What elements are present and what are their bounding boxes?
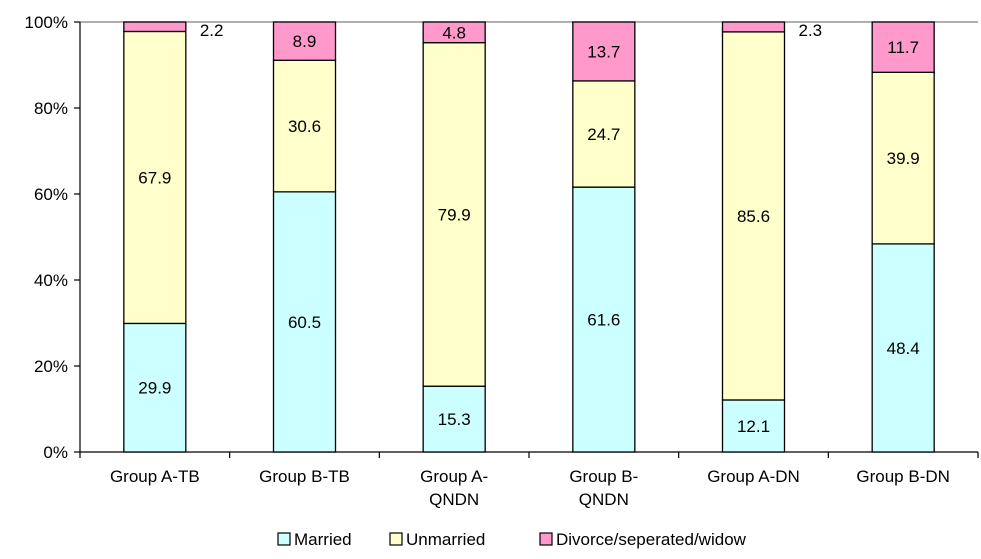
y-tick-label: 0% bbox=[43, 443, 68, 462]
bar-segment-divorce-seperated-widow bbox=[721, 21, 786, 33]
legend-swatch bbox=[539, 532, 553, 546]
x-category-label: Group A-QNDN bbox=[420, 467, 488, 509]
bar-segment-married bbox=[123, 322, 187, 453]
data-label: 15.3 bbox=[438, 410, 471, 429]
bar-segment-unmarried bbox=[123, 30, 187, 325]
data-label: 11.7 bbox=[887, 38, 919, 57]
bar-segment-married bbox=[721, 399, 786, 453]
data-label: 2.3 bbox=[799, 21, 823, 40]
y-tick-label: 100% bbox=[25, 13, 68, 32]
bar-segment-unmarried bbox=[422, 41, 486, 387]
bar-segment-married bbox=[272, 191, 337, 453]
bar-segment-married bbox=[871, 243, 935, 453]
data-label: 85.6 bbox=[737, 207, 770, 226]
data-label: 48.4 bbox=[887, 339, 920, 358]
data-label: 39.9 bbox=[887, 149, 920, 168]
data-label: 24.7 bbox=[587, 125, 620, 144]
y-tick-label: 60% bbox=[34, 185, 68, 204]
bar-segment-unmarried bbox=[721, 31, 786, 401]
legend-label: Divorce/seperated/widow bbox=[556, 530, 747, 549]
x-category-label: Group A-DN bbox=[707, 467, 800, 486]
bar-segment-married bbox=[572, 186, 636, 453]
bar-segment-divorce-seperated-widow bbox=[871, 21, 935, 73]
data-label: 12.1 bbox=[737, 417, 770, 436]
legend-item: Divorce/seperated/widow bbox=[539, 530, 747, 549]
data-label: 60.5 bbox=[288, 313, 321, 332]
axes-layer: 0% 20% 40% 60% 80% 100% Group A-TB Group B-TB Gr… bbox=[25, 13, 979, 509]
x-category-label: Group A-TB bbox=[110, 467, 200, 486]
x-category-label: Group B-DN bbox=[856, 467, 950, 486]
bar-segment-divorce-seperated-widow bbox=[272, 21, 337, 61]
bar-segment-divorce-seperated-widow bbox=[572, 21, 636, 82]
data-label: 4.8 bbox=[442, 23, 466, 42]
data-label: 61.6 bbox=[587, 311, 620, 330]
legend: Married Unmarried Divorce/seperated/widow bbox=[277, 530, 747, 549]
bar-segment-unmarried bbox=[572, 80, 636, 188]
labels-layer: 29.9 67.9 2.2 60.5 30.6 8.9 15.3 79.9 4.8 61.6 24.… bbox=[138, 21, 919, 436]
bar-segment-divorce-seperated-widow bbox=[123, 21, 187, 33]
data-label: 13.7 bbox=[587, 42, 620, 61]
data-label: 2.2 bbox=[200, 21, 224, 40]
y-tick-label: 80% bbox=[34, 99, 68, 118]
legend-item: Married bbox=[277, 530, 352, 549]
bar-segment-unmarried bbox=[871, 71, 935, 245]
data-label: 79.9 bbox=[438, 205, 471, 224]
x-category-label: Group B-QNDN bbox=[569, 467, 638, 509]
data-label: 29.9 bbox=[138, 379, 171, 398]
legend-label: Unmarried bbox=[406, 530, 485, 549]
bars-layer bbox=[123, 21, 935, 453]
x-category-label: Group B-TB bbox=[259, 467, 350, 486]
legend-swatch bbox=[389, 532, 403, 546]
y-tick-label: 40% bbox=[34, 271, 68, 290]
bar-segment-divorce-seperated-widow bbox=[422, 21, 486, 44]
data-label: 67.9 bbox=[138, 168, 171, 187]
legend-label: Married bbox=[294, 530, 352, 549]
legend-item: Unmarried bbox=[389, 530, 485, 549]
data-label: 8.9 bbox=[293, 32, 317, 51]
data-label: 30.6 bbox=[288, 117, 321, 136]
y-tick-label: 20% bbox=[34, 357, 68, 376]
legend-swatch bbox=[277, 532, 291, 546]
